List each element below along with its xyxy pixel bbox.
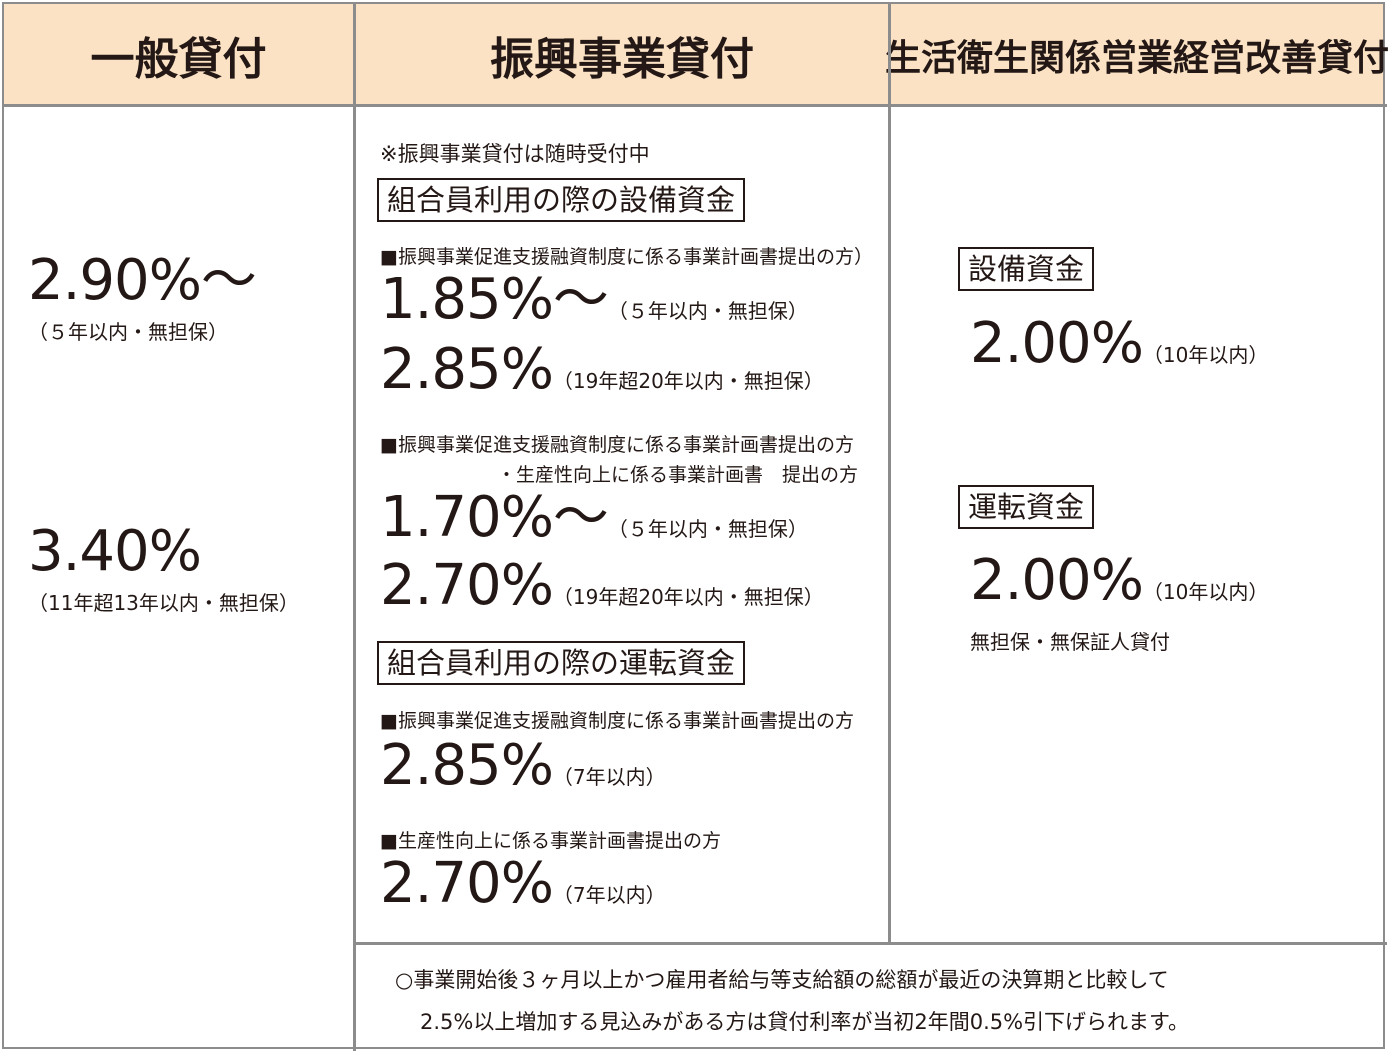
eq-case1-label: ■振興事業促進支援融資制度に係る事業計画書提出の方） — [380, 246, 873, 268]
wk-case1-rate-line: 2.85% （7年以内） — [380, 738, 666, 794]
sanitation-equipment-term: （10年以内） — [1142, 343, 1269, 367]
promotion-notice: ※振興事業貸付は随時受付中 — [380, 142, 650, 166]
wk-case2-label: ■生産性向上に係る事業計画書提出の方 — [380, 830, 721, 852]
wk-case2-term: （7年以内） — [552, 883, 666, 907]
sanitation-working-rate: 2.00% — [970, 548, 1144, 613]
sanitation-working-title: 運転資金 — [958, 485, 1095, 529]
wk-case1-label: ■振興事業促進支援融資制度に係る事業計画書提出の方 — [380, 710, 854, 732]
wk-case1-rate: 2.85% — [380, 733, 554, 798]
sanitation-equipment-rate-line: 2.00% （10年以内） — [970, 316, 1268, 372]
general-term-2: （11年超13年以内・無担保） — [28, 591, 299, 615]
wk-case1-term: （7年以内） — [552, 765, 666, 789]
eq-case2-rate2: 2.70% — [380, 553, 554, 618]
eq-case2-rate1-line: 1.70%〜 （５年以内・無担保） — [380, 490, 808, 546]
eq-case1-rate1: 1.85%〜 — [380, 267, 609, 332]
eq-case2-rate1: 1.70%〜 — [380, 485, 609, 550]
eq-case2-term2: （19年超20年以内・無担保） — [552, 585, 824, 609]
eq-case1-rate1-line: 1.85%〜 （５年以内・無担保） — [380, 272, 808, 328]
footnote-divider — [353, 942, 1387, 945]
promotion-working-title: 組合員利用の際の運転資金 — [377, 641, 746, 685]
general-rate-1: 2.90%〜 — [28, 248, 257, 313]
header-divider — [2, 104, 1387, 107]
header-general-loan: 一般貸付 — [4, 4, 353, 105]
eq-case1-term2: （19年超20年以内・無担保） — [552, 369, 824, 393]
eq-case2-label-2: ・生産性向上に係る事業計画書 提出の方 — [497, 464, 859, 486]
eq-case2-term1: （５年以内・無担保） — [607, 517, 808, 541]
column-divider-2 — [888, 2, 891, 945]
eq-case1-term1: （５年以内・無担保） — [607, 299, 808, 323]
general-rate-2: 3.40% — [28, 519, 202, 584]
wk-case2-rate: 2.70% — [380, 851, 554, 916]
general-term-1: （５年以内・無担保） — [28, 320, 228, 344]
column-divider-1 — [353, 2, 356, 1051]
sanitation-equipment-title: 設備資金 — [958, 247, 1095, 291]
eq-case2-rate2-line: 2.70% （19年超20年以内・無担保） — [380, 558, 824, 614]
eq-case1-rate2: 2.85% — [380, 337, 554, 402]
header-promotion-loan: 振興事業貸付 — [356, 4, 888, 105]
eq-case1-rate2-line: 2.85% （19年超20年以内・無担保） — [380, 342, 824, 398]
sanitation-equipment-rate: 2.00% — [970, 311, 1144, 376]
sanitation-working-term: （10年以内） — [1142, 580, 1269, 604]
sanitation-working-rate-line: 2.00% （10年以内） — [970, 553, 1268, 609]
header-sanitation-loan: 生活衛生関係営業経営改善貸付 — [885, 4, 1389, 105]
footnote-line-2: 2.5%以上増加する見込みがある方は貸付利率が当初2年間0.5%引下げられます。 — [420, 1010, 1189, 1034]
eq-case2-label-1: ■振興事業促進支援融資制度に係る事業計画書提出の方 — [380, 434, 854, 456]
footnote-line-1: ○事業開始後３ヶ月以上かつ雇用者給与等支給額の総額が最近の決算期と比較して — [395, 968, 1169, 992]
sanitation-working-note: 無担保・無保証人貸付 — [970, 630, 1170, 654]
promotion-equipment-title: 組合員利用の際の設備資金 — [377, 178, 746, 222]
wk-case2-rate-line: 2.70% （7年以内） — [380, 856, 666, 912]
